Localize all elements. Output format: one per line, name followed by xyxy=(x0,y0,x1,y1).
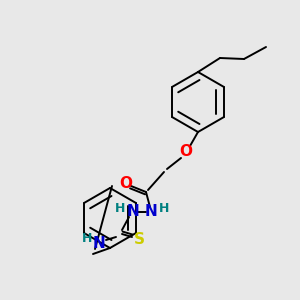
Text: N: N xyxy=(127,205,140,220)
Text: S: S xyxy=(134,232,145,247)
Text: N: N xyxy=(145,205,158,220)
Text: N: N xyxy=(93,236,105,251)
Text: O: O xyxy=(119,176,133,191)
Text: H: H xyxy=(159,202,169,214)
Text: H: H xyxy=(82,232,92,245)
Text: O: O xyxy=(179,145,193,160)
Text: H: H xyxy=(115,202,125,214)
